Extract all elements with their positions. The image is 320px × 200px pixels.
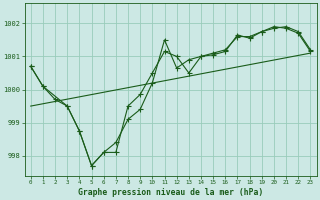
X-axis label: Graphe pression niveau de la mer (hPa): Graphe pression niveau de la mer (hPa) (78, 188, 263, 197)
